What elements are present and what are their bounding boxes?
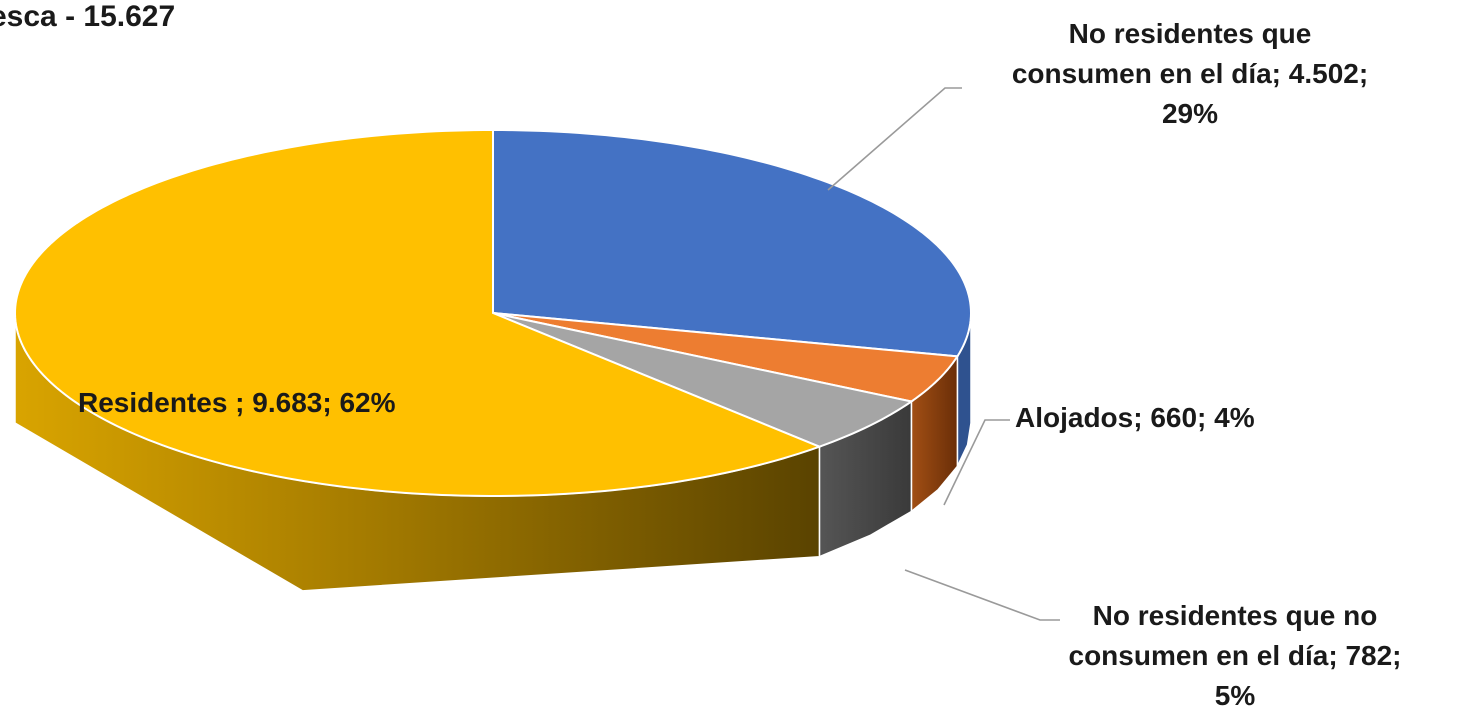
leader-lines [827,87,1060,621]
label-line: 5% [1214,680,1256,711]
leader-line-alojados [943,419,1010,506]
label-line: No residentes que no [1092,600,1378,631]
label-line: 29% [1161,98,1219,129]
pie-slice-no-residentes-consumen [492,128,973,358]
leader-line-no-residentes-consumen [827,87,962,191]
label-line: consumen en el día; 4.502; [1011,58,1369,89]
label-line: Residentes ; 9.683; 62% [78,387,396,418]
pie-slice-residentes [14,128,823,498]
label-line: Alojados; 660; 4% [1015,402,1255,433]
slice-label-no-residentes-no-consumen: No residentes que no consumen en el día;… [1020,596,1450,716]
pie-slice-no-residentes-no-consumen [492,312,914,448]
leader-line-no-residentes-no-consumen [904,569,1060,621]
pie-slice-alojados [492,312,960,403]
pie-top-faces [14,128,973,498]
slice-label-alojados: Alojados; 660; 4% [1015,398,1255,438]
pie-side-walls [14,312,972,592]
label-line: No residentes que [1068,18,1312,49]
label-line: consumen en el día; 782; [1068,640,1402,671]
slice-label-no-residentes-consumen: No residentes que consumen en el día; 4.… [955,14,1425,134]
chart-title: esca - 15.627 [0,0,176,33]
slice-label-residentes: Residentes ; 9.683; 62% [78,383,396,423]
